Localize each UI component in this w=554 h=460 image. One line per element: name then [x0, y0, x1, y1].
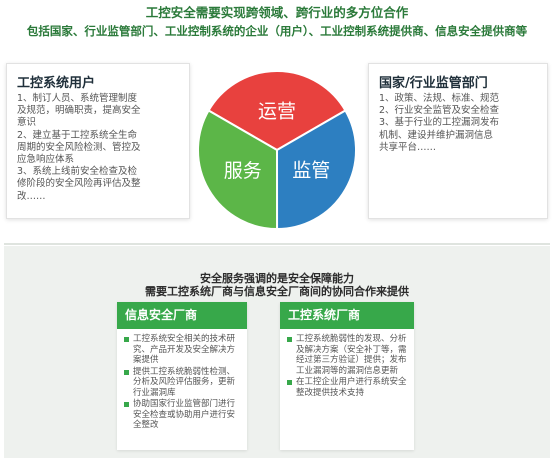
panel-line: 2、行业安全监管及安全检查 — [379, 105, 500, 117]
list-item: 工控系统安全相关的技术研究、产品开发及安全解决方案提供 — [123, 334, 241, 366]
slice-supervision — [275, 109, 357, 231]
card-ics-vendor-title: 工控系统厂商 — [280, 302, 414, 329]
panel-line: 及规范，明确职责，提高安全 — [17, 105, 141, 117]
card-security-vendor-list: 工控系统安全相关的技术研究、产品开发及安全解决方案提供 提供工控系统脆弱性检测、… — [123, 334, 241, 431]
bullet-icon — [124, 337, 129, 342]
bullet-icon — [124, 369, 129, 375]
panel-line: 共享平台…… — [379, 141, 437, 153]
pie-label: 服务 — [224, 160, 262, 182]
panel-line: 2、建立基于工控系统全生命 — [17, 129, 138, 141]
panel-line: 1、政策、法规、标准、规范 — [379, 93, 500, 104]
panel-regulators-title: 国家/行业监管部门 — [379, 76, 488, 91]
list-item-text: 在工控企业用户进行系统安全整改提供技术支持 — [296, 377, 407, 398]
panel-line: 3、系统上线前安全检查及检 — [17, 166, 138, 178]
panel-line: 3、基于行业的工控漏洞发布 — [379, 117, 500, 129]
list-item-text: 提供工控系统脆弱性检测、分析及风险评估服务，更新行业漏洞库 — [133, 366, 236, 398]
caption-line1: 安全服务强调的是安全保障能力 — [200, 272, 354, 285]
caption-line2: 需要工控系统厂商与信息安全厂商间的协同合作来提供 — [145, 285, 409, 298]
panel-line: 应急响应体系 — [17, 154, 75, 166]
header: 工控安全需要实现跨领域、跨行业的多方位合作 包括国家、行业监管部门、工业控制系统… — [0, 4, 554, 40]
bottom-section — [4, 246, 550, 458]
bullet-icon — [287, 380, 292, 385]
list-item-text: 工控系统安全相关的技术研究、产品开发及安全解决方案提供 — [133, 334, 236, 365]
list-item: 提供工控系统脆弱性检测、分析及风险评估服务，更新行业漏洞库 — [123, 367, 241, 399]
panel-regulators-list: 1、政策、法规、标准、规范 2、行业安全监管及安全检查 3、基于行业的工控漏洞发… — [379, 93, 539, 154]
panel-line: 意识 — [17, 117, 37, 129]
card-ics-vendor-list: 工控系统脆弱性的发现、分析及解决方案（安全补丁等，需经过第三方验证）提供；发布工… — [286, 334, 408, 398]
list-item: 协助国家行业监管部门进行安全检查或协助用户进行安全整改 — [123, 399, 241, 431]
slice-operations — [207, 70, 347, 152]
panel-ics-users-list: 1、制订人员、系统管理制度 及规范，明确职责，提高安全 意识 2、建立基于工控系… — [17, 93, 181, 203]
panel-line: 机制、建设并维护漏洞信息 — [379, 129, 494, 141]
panel-ics-users: 工控系统用户 1、制订人员、系统管理制度 及规范，明确职责，提高安全 意识 2、… — [6, 63, 190, 219]
list-item: 在工控企业用户进行系统安全整改提供技术支持 — [286, 377, 408, 398]
security-service-caption: 安全服务强调的是安全保障能力 需要工控系统厂商与信息安全厂商间的协同合作来提供 — [0, 272, 554, 298]
panel-line: 修阶段的安全风险再评估及整 — [17, 178, 141, 190]
header-title: 工控安全需要实现跨领域、跨行业的多方位合作 — [145, 5, 409, 20]
section-divider — [4, 243, 550, 245]
panel-line: 1、制订人员、系统管理制度 — [17, 93, 138, 104]
pie-label: 运营 — [258, 101, 296, 123]
list-item-text: 工控系统脆弱性的发现、分析及解决方案（安全补丁等，需经过第三方验证）提供；发布工… — [296, 334, 407, 376]
pie-diagram: 运营监管 服务 — [196, 69, 358, 231]
panel-regulators: 国家/行业监管部门 1、政策、法规、标准、规范 2、行业安全监管及安全检查 3、… — [368, 63, 548, 219]
list-item: 工控系统脆弱性的发现、分析及解决方案（安全补丁等，需经过第三方验证）提供；发布工… — [286, 334, 408, 376]
panel-ics-users-title: 工控系统用户 — [17, 76, 96, 91]
bullet-icon — [287, 337, 292, 342]
panel-line: 周期的安全风险检测、管控及 — [17, 141, 141, 153]
slice-service — [197, 109, 279, 231]
card-security-vendor: 信息安全厂商 工控系统安全相关的技术研究、产品开发及安全解决方案提供 提供工控系… — [117, 302, 247, 450]
pie-label: 监管 — [292, 160, 330, 182]
card-ics-vendor: 工控系统厂商 工控系统脆弱性的发现、分析及解决方案（安全补丁等，需经过第三方验证… — [280, 302, 414, 450]
card-security-vendor-title: 信息安全厂商 — [117, 302, 247, 329]
bullet-icon — [124, 402, 129, 407]
list-item-text: 协助国家行业监管部门进行安全检查或协助用户进行安全整改 — [133, 399, 236, 430]
header-subtitle: 包括国家、行业监管部门、工业控制系统的企业（用户）、工业控制系统提供商、信息安全… — [26, 24, 528, 38]
panel-line: 改…… — [17, 190, 46, 202]
